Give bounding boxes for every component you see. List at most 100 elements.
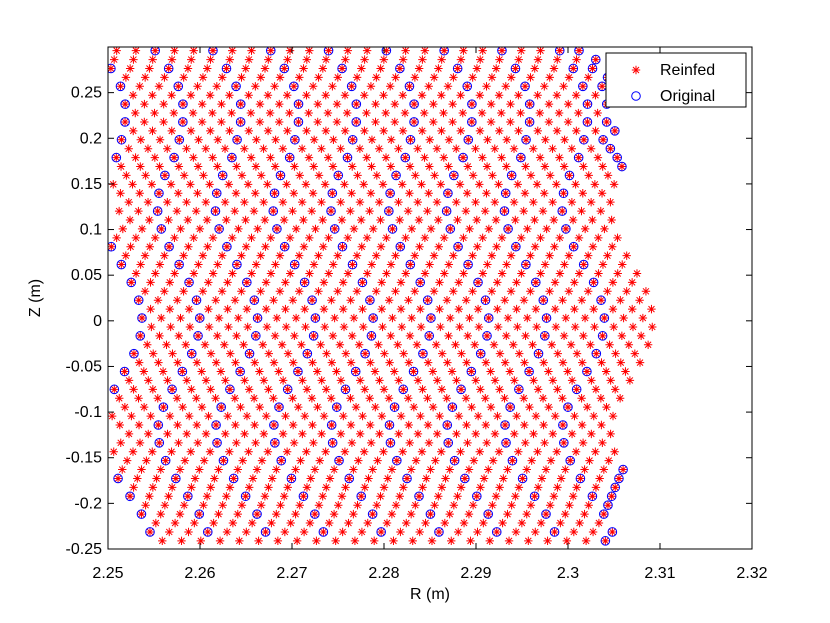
reinfed-point	[520, 82, 530, 91]
reinfed-point	[362, 153, 371, 162]
original-point	[491, 527, 502, 537]
reinfed-point	[471, 144, 480, 153]
reinfed-point	[198, 73, 208, 82]
reinfed-point	[242, 304, 252, 314]
reinfed-point	[371, 402, 380, 412]
reinfed-point	[321, 55, 331, 64]
reinfed-point	[307, 296, 317, 305]
reinfed-point	[170, 269, 179, 278]
reinfed-point	[208, 153, 217, 162]
original-point	[591, 348, 602, 359]
reinfed-point	[561, 224, 571, 234]
plot-frame	[107, 46, 753, 550]
original-point	[434, 527, 444, 537]
reinfed-point	[305, 47, 314, 55]
reinfed-point	[610, 447, 619, 456]
reinfed-point	[577, 394, 586, 403]
reinfed-point	[328, 82, 337, 91]
reinfed-point	[244, 126, 254, 136]
reinfed-point	[148, 55, 157, 64]
reinfed-point	[469, 456, 479, 465]
reinfed-point	[193, 189, 202, 198]
x-tick-label: 2.29	[460, 565, 491, 582]
reinfed-point	[319, 242, 328, 251]
reinfed-point	[587, 376, 596, 385]
original-point	[462, 81, 473, 92]
reinfed-point	[242, 527, 251, 537]
original-point	[252, 509, 262, 519]
reinfed-point	[328, 162, 338, 171]
reinfed-point	[384, 394, 394, 403]
reinfed-point	[317, 429, 326, 439]
reinfed-point	[289, 189, 299, 198]
reinfed-point	[414, 215, 424, 225]
reinfed-point	[298, 376, 307, 385]
reinfed-point	[434, 242, 444, 251]
reinfed-point	[464, 509, 474, 519]
reinfed-point	[206, 126, 215, 136]
reinfed-point	[591, 126, 600, 136]
original-point	[467, 99, 477, 109]
original-point	[214, 224, 224, 234]
reinfed-point	[609, 180, 619, 189]
reinfed-point	[320, 180, 330, 189]
reinfed-point	[108, 411, 117, 421]
reinfed-point	[403, 206, 413, 216]
original-point	[113, 473, 123, 484]
reinfed-point	[539, 358, 548, 367]
reinfed-point	[598, 331, 607, 341]
reinfed-point	[321, 447, 330, 456]
reinfed-point	[278, 197, 288, 207]
reinfed-point	[516, 153, 526, 162]
reinfed-point	[133, 474, 142, 483]
reinfed-point	[448, 99, 457, 109]
reinfed-point	[511, 527, 521, 537]
reinfed-point	[541, 465, 551, 474]
reinfed-point	[294, 251, 304, 260]
reinfed-point	[524, 367, 534, 376]
x-axis-label: R (m)	[410, 586, 450, 603]
y-tick-label: 0.15	[71, 176, 102, 193]
original-point	[612, 152, 622, 163]
reinfed-point	[229, 474, 238, 483]
y-axis-ticks: -0.25-0.2-0.15-0.1-0.0500.050.10.150.20.…	[66, 85, 752, 558]
reinfed-point	[591, 385, 601, 394]
y-tick-label: -0.15	[66, 450, 103, 467]
reinfed-point	[170, 47, 179, 55]
reinfed-point	[110, 385, 119, 394]
reinfed-point	[548, 197, 557, 207]
reinfed-point	[275, 99, 284, 109]
reinfed-point	[519, 296, 529, 305]
reinfed-point	[474, 322, 484, 332]
reinfed-point	[255, 99, 265, 109]
reinfed-point	[251, 162, 261, 171]
reinfed-point	[338, 242, 347, 251]
original-point	[600, 536, 611, 546]
original-point	[445, 224, 456, 234]
original-point	[599, 313, 610, 323]
reinfed-point	[137, 509, 146, 519]
reinfed-point	[173, 358, 182, 367]
reinfed-point	[567, 144, 577, 153]
reinfed-point	[291, 509, 300, 519]
original-point	[561, 224, 571, 234]
x-tick-label: 2.32	[736, 565, 767, 582]
reinfed-point	[563, 367, 572, 376]
reinfed-point	[450, 456, 459, 465]
reinfed-point	[540, 331, 550, 341]
reinfed-point	[314, 251, 323, 260]
reinfed-point	[575, 518, 584, 528]
reinfed-point	[491, 492, 501, 501]
reinfed-point	[488, 501, 497, 510]
original-point	[389, 402, 400, 412]
reinfed-point	[448, 402, 457, 412]
reinfed-point	[241, 242, 251, 251]
reinfed-point	[166, 180, 176, 189]
reinfed-point	[176, 224, 185, 234]
reinfed-point	[154, 82, 164, 91]
x-tick-label: 2.26	[184, 565, 215, 582]
reinfed-point	[366, 420, 375, 430]
reinfed-point	[429, 73, 439, 82]
reinfed-point	[194, 135, 203, 144]
original-point	[173, 81, 184, 92]
